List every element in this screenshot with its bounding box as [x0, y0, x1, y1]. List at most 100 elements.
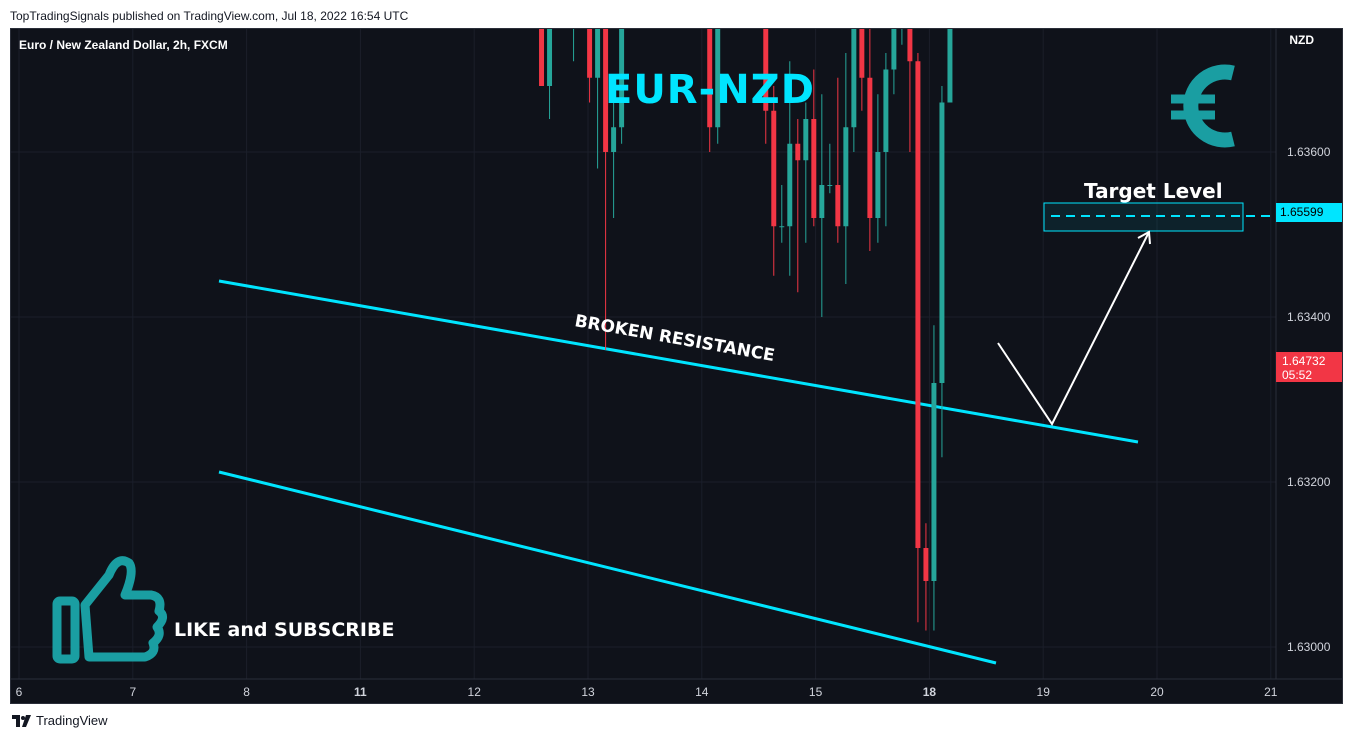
candle-body — [835, 185, 841, 227]
candle-body — [843, 127, 849, 227]
projection-path — [997, 231, 1150, 426]
candle-body — [587, 29, 593, 78]
candle — [867, 29, 873, 251]
chart-pane[interactable]: BROKEN RESISTANCE 1.664001.662001.660001… — [10, 28, 1343, 704]
candle-body — [595, 29, 601, 78]
candle-body — [915, 61, 921, 548]
candle-body — [819, 185, 825, 218]
x-tick-label: 20 — [1150, 685, 1164, 699]
x-tick-label: 21 — [1264, 685, 1278, 699]
candle — [763, 29, 769, 144]
current-price-tag: 1.64732 05:52 — [1276, 352, 1342, 382]
thumbs-up-icon — [52, 556, 167, 664]
candle — [771, 86, 777, 276]
candle — [835, 77, 841, 243]
x-tick-label: 19 — [1037, 685, 1051, 699]
x-tick-label: 12 — [468, 685, 482, 699]
candle-body — [907, 29, 913, 62]
candle — [595, 29, 601, 169]
candle — [539, 29, 545, 86]
like-subscribe-text: LIKE and SUBSCRIBE — [174, 619, 395, 641]
euro-icon — [1171, 64, 1235, 148]
candle — [795, 119, 801, 293]
projection-arrowhead — [1137, 230, 1151, 245]
candle-body — [867, 77, 873, 218]
candle — [547, 29, 553, 119]
candle — [915, 53, 921, 623]
candle — [611, 102, 617, 218]
candle-body — [931, 383, 937, 581]
candle — [715, 29, 721, 144]
symbol-title: Euro / New Zealand Dollar, 2h, FXCM — [19, 38, 228, 52]
candle — [901, 29, 903, 45]
tradingview-logo-text: TradingView — [36, 713, 108, 728]
candle-body — [603, 29, 609, 152]
y-tick-label: 1.63600 — [1287, 145, 1331, 159]
candle — [851, 29, 857, 152]
candle-body — [547, 29, 553, 86]
candle-body — [611, 127, 617, 152]
candle-body — [811, 119, 817, 218]
target-level-label: Target Level — [1084, 179, 1223, 203]
target-zone — [997, 202, 1273, 426]
x-tick-label: 6 — [16, 685, 23, 699]
candle — [619, 29, 625, 144]
candle — [923, 523, 929, 631]
broken-resistance-label: BROKEN RESISTANCE — [573, 311, 776, 366]
candle-body — [795, 143, 801, 161]
candle-body — [619, 29, 625, 128]
candle — [819, 94, 825, 317]
candle — [787, 61, 793, 276]
channel-upper-line — [218, 279, 1139, 444]
publish-caption: TopTradingSignals published on TradingVi… — [10, 9, 409, 23]
bar-countdown: 05:52 — [1282, 368, 1313, 382]
candle-body — [787, 143, 793, 227]
candle-body — [851, 29, 857, 128]
candle-body — [875, 152, 881, 218]
candle — [843, 53, 849, 284]
pair-headline: EUR-NZD — [605, 67, 815, 113]
candle — [707, 29, 713, 152]
x-tick-label: 14 — [695, 685, 709, 699]
candle — [947, 29, 953, 103]
candle — [779, 185, 785, 243]
x-tick-label: 11 — [354, 685, 367, 699]
target-price-tag: 1.65599 — [1276, 203, 1342, 222]
candle-body — [771, 110, 777, 227]
candlestick-chart[interactable]: BROKEN RESISTANCE 1.664001.662001.660001… — [11, 29, 1343, 704]
candle-body — [827, 185, 833, 186]
tradingview-logo-icon — [12, 714, 31, 727]
candle — [931, 325, 937, 631]
candle-body — [859, 29, 865, 78]
x-tick-label: 15 — [809, 685, 823, 699]
x-tick-label: 7 — [129, 685, 136, 699]
candle — [891, 29, 897, 95]
y-tick-label: 1.63400 — [1287, 310, 1331, 324]
candle-body — [715, 29, 721, 128]
channel-lower-line — [218, 470, 997, 665]
candles — [539, 29, 953, 631]
tradingview-logo[interactable]: TradingView — [12, 713, 108, 728]
axis-currency-label: NZD — [1289, 33, 1314, 47]
candle-body — [939, 102, 945, 383]
candle-body — [803, 119, 809, 161]
candle — [811, 69, 817, 227]
candle-body — [779, 226, 785, 228]
candle-body — [883, 69, 889, 152]
candle — [827, 143, 833, 194]
x-tick-label: 13 — [581, 685, 595, 699]
candle — [573, 29, 575, 62]
candle-body — [923, 548, 929, 581]
candle — [803, 102, 809, 243]
candle — [875, 94, 881, 243]
candle — [603, 29, 609, 350]
time-axis: 6 7 8 11 12 13 14 15 18 19 20 21 — [11, 678, 1342, 699]
candle — [587, 29, 593, 103]
candle — [907, 29, 913, 152]
current-price-value: 1.64732 — [1282, 354, 1326, 368]
y-tick-label: 1.63000 — [1287, 640, 1331, 654]
candle-body — [891, 29, 897, 70]
candle — [883, 53, 889, 227]
x-tick-label: 18 — [923, 685, 937, 699]
channel-lines — [218, 279, 1139, 665]
